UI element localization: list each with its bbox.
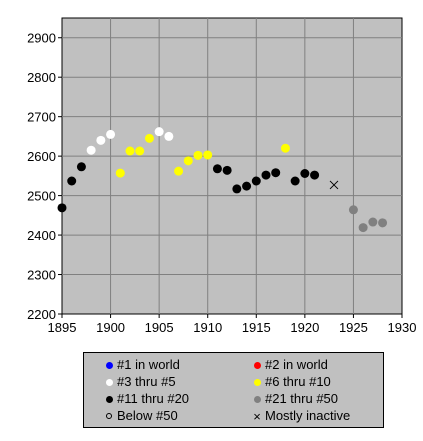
data-point-rank-3-5 — [86, 145, 96, 155]
rating-chart: 2200 2300 2400 2500 2600 2700 2800 2900 1895 190… — [27, 17, 417, 335]
data-point-rank-21-50 — [348, 205, 358, 215]
data-point-rank-11-20 — [232, 184, 242, 194]
data-point-rank-11-20 — [300, 168, 310, 178]
x-tick-label: 1905 — [145, 320, 174, 335]
legend-item-rank-6-10: #6 thru #10 — [251, 374, 331, 390]
y-tick-label: 2200 — [27, 307, 56, 322]
data-point-rank-21-50 — [378, 218, 388, 228]
data-point-rank-11-20 — [310, 170, 320, 180]
x-tick-label: 1910 — [193, 320, 222, 335]
x-tick-label: 1920 — [290, 320, 319, 335]
y-tick-label: 2300 — [27, 268, 56, 283]
data-point-rank-6-10 — [144, 133, 154, 143]
data-point-rank-6-10 — [135, 146, 145, 156]
legend-label: Below #50 — [117, 408, 178, 423]
x-tick-label: 1925 — [339, 320, 368, 335]
legend-marker-rank-11-20 — [103, 395, 115, 403]
data-point-rank-11-20 — [242, 181, 252, 191]
legend-item-rank-3-5: #3 thru #5 — [103, 374, 176, 390]
y-tick-label: 2400 — [27, 228, 56, 243]
data-point-rank-11-20 — [251, 176, 261, 186]
legend-label: #3 thru #5 — [117, 374, 176, 389]
data-point-rank-6-10 — [280, 143, 290, 153]
y-axis-ticks: 2200 2300 2400 2500 2600 2700 2800 2900 — [27, 31, 62, 322]
open-circle-icon — [103, 413, 115, 419]
data-point-rank-6-10 — [174, 166, 184, 176]
data-point-rank-11-20 — [57, 203, 67, 213]
plot-area — [61, 17, 403, 315]
legend-label: #21 thru #50 — [265, 391, 339, 406]
data-point-rank-11-20 — [212, 164, 222, 174]
data-point-rank-6-10 — [193, 150, 203, 160]
legend-item-rank-2: #2 in world — [251, 357, 328, 373]
legend-marker-rank-2 — [251, 361, 263, 369]
y-tick-label: 2700 — [27, 110, 56, 125]
legend-marker-rank-6-10 — [251, 378, 263, 386]
legend-label: Mostly inactive — [265, 408, 351, 423]
x-tick-label: 1895 — [48, 320, 77, 335]
data-point-rank-3-5 — [154, 127, 164, 137]
data-points — [57, 127, 388, 233]
x-mark-stroke — [329, 180, 339, 190]
inactive-point — [329, 180, 339, 190]
legend-item-rank-11-20: #11 thru #20 — [103, 391, 189, 407]
data-point-rank-3-5 — [96, 135, 106, 145]
legend-item-rank-1: #1 in world — [103, 357, 180, 373]
data-point-rank-11-20 — [67, 176, 77, 186]
data-point-rank-3-5 — [164, 131, 174, 141]
data-point-rank-11-20 — [290, 176, 300, 186]
legend-marker-rank-1 — [103, 361, 115, 369]
legend-item-inactive: × Mostly inactive — [251, 408, 350, 424]
y-tick-label: 2800 — [27, 70, 56, 85]
x-mark-icon: × — [253, 408, 261, 424]
legend-label: #2 in world — [265, 357, 328, 372]
data-point-rank-6-10 — [203, 150, 213, 160]
data-point-rank-11-20 — [222, 165, 232, 175]
legend-label: #6 thru #10 — [265, 374, 331, 389]
x-axis-ticks: 1895 1900 1905 1910 1915 1920 1925 1930 — [48, 314, 417, 335]
data-point-rank-6-10 — [183, 156, 193, 166]
legend-label: #11 thru #20 — [117, 391, 190, 406]
legend-label: #1 in world — [117, 357, 180, 372]
data-point-rank-11-20 — [261, 170, 271, 180]
data-point-rank-11-20 — [76, 162, 86, 172]
data-point-rank-6-10 — [115, 168, 125, 178]
x-tick-label: 1915 — [242, 320, 271, 335]
y-tick-label: 2900 — [27, 31, 56, 46]
legend-item-rank-21-50: #21 thru #50 — [251, 391, 338, 407]
data-point-rank-3-5 — [106, 129, 116, 139]
y-tick-label: 2500 — [27, 189, 56, 204]
x-tick-label: 1930 — [388, 320, 417, 335]
legend: #1 in world #2 in world #3 thru #5 #6 th… — [83, 352, 384, 428]
x-tick-label: 1900 — [96, 320, 125, 335]
data-point-rank-21-50 — [368, 217, 378, 227]
y-tick-label: 2600 — [27, 149, 56, 164]
legend-marker-rank-21-50 — [251, 395, 263, 403]
data-point-rank-11-20 — [271, 168, 281, 178]
legend-item-below-50: Below #50 — [103, 408, 178, 424]
grid — [62, 18, 402, 314]
data-point-rank-6-10 — [125, 146, 135, 156]
data-point-rank-21-50 — [358, 223, 368, 233]
legend-marker-rank-3-5 — [103, 378, 115, 386]
